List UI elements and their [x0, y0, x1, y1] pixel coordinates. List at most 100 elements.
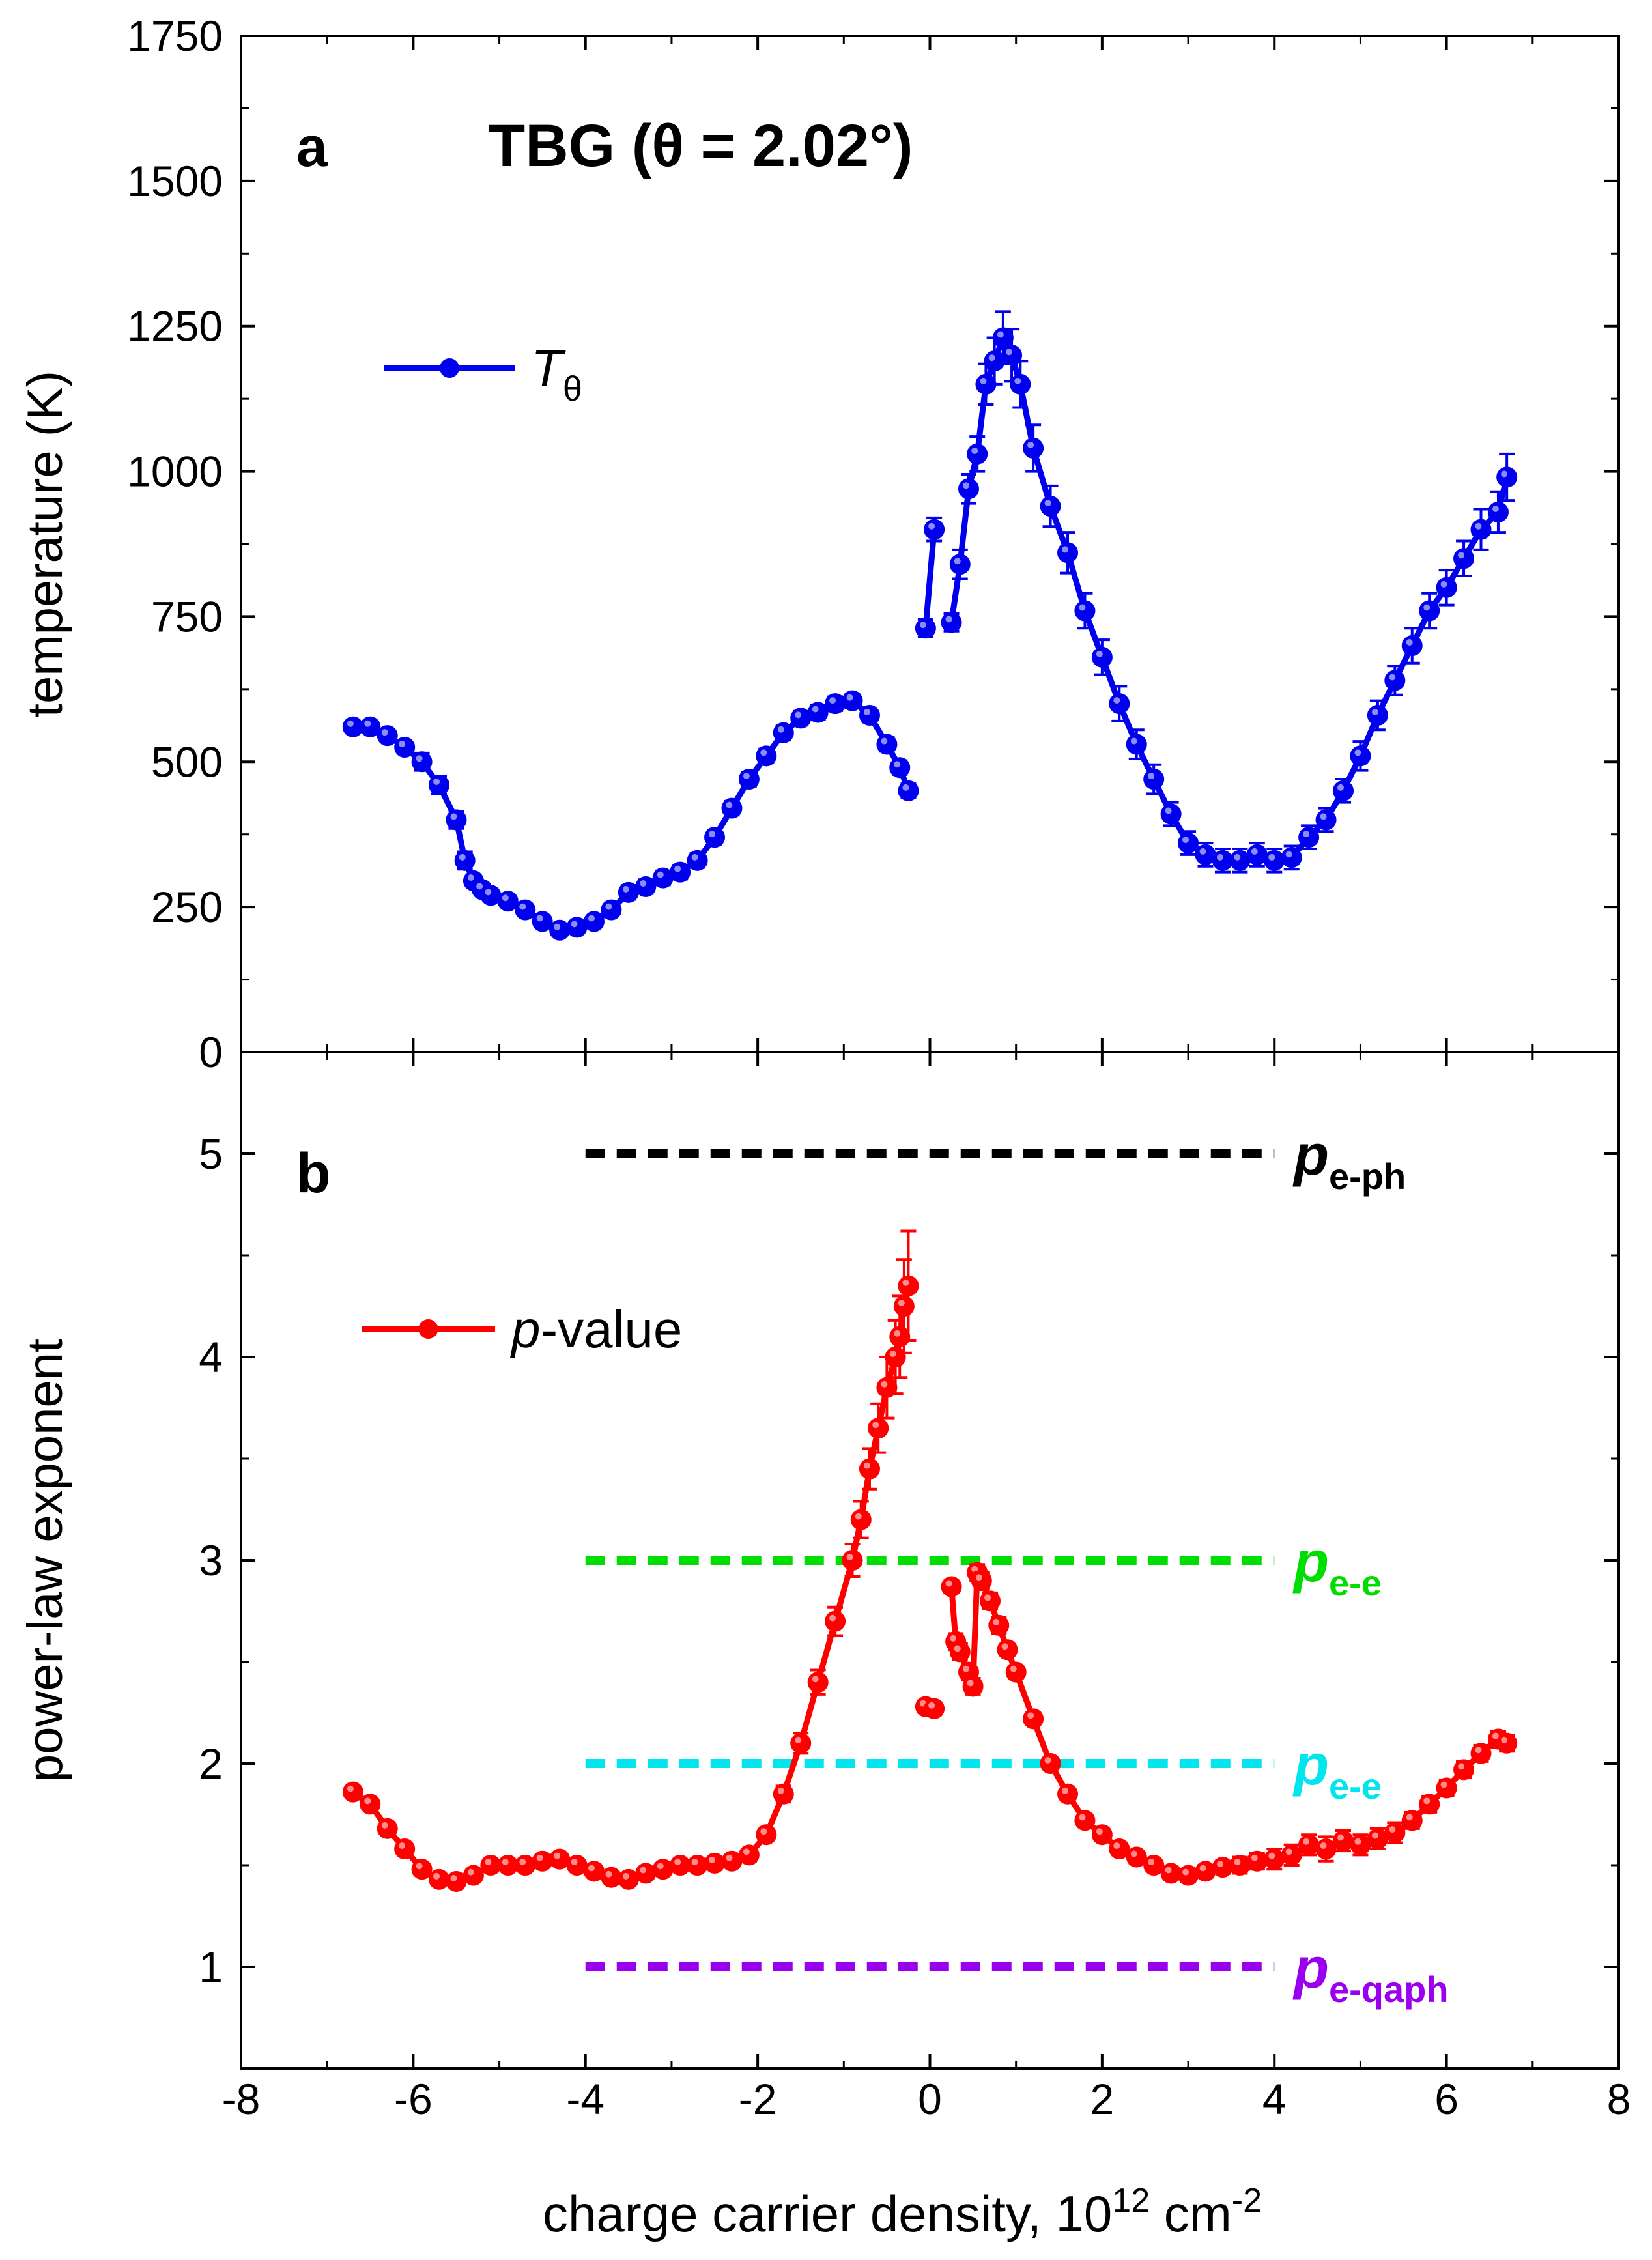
data-point-highlight-a	[777, 726, 784, 733]
data-point-a	[756, 745, 777, 767]
x-axis-label-mid: cm	[1150, 2185, 1232, 2242]
data-point-highlight-a	[709, 831, 716, 838]
panel-label-b: b	[296, 1142, 331, 1205]
chart-title: TBG (θ = 2.02°)	[489, 113, 913, 179]
data-point-a	[652, 867, 674, 889]
data-point-highlight-a	[571, 921, 578, 928]
data-point-a	[566, 917, 588, 938]
data-point-a	[454, 850, 476, 871]
data-point-highlight-a	[485, 889, 492, 896]
data-point-highlight-b	[889, 1351, 896, 1357]
data-point-a	[1057, 542, 1078, 564]
data-point-b	[1436, 1777, 1457, 1799]
data-point-highlight-b	[743, 1848, 750, 1855]
data-point-highlight-a	[962, 482, 969, 489]
reference-label-main: p	[1292, 1936, 1329, 2000]
data-point-highlight-a	[691, 853, 698, 861]
data-point-a	[915, 618, 936, 639]
data-point-b	[924, 1698, 945, 1719]
data-point-highlight-a	[1079, 604, 1086, 611]
data-point-highlight-b	[1337, 1834, 1344, 1841]
data-point-highlight-a	[605, 903, 612, 910]
data-point-highlight-b	[691, 1859, 698, 1865]
data-point-a	[1436, 577, 1457, 598]
y-tick-label-b: 5	[199, 1130, 223, 1178]
data-point-highlight-a	[743, 773, 750, 780]
data-point-highlight-b	[1044, 1757, 1051, 1764]
data-point-highlight-a	[1268, 853, 1275, 861]
data-point-highlight-a	[1303, 831, 1310, 838]
panel-label-a: a	[296, 116, 328, 179]
reference-label-sub: e-qaph	[1329, 1969, 1449, 2010]
data-point-b	[859, 1458, 880, 1480]
y-tick-label-a: 1750	[127, 12, 223, 60]
data-point-highlight-a	[928, 522, 935, 530]
legend-label-main: T	[531, 339, 566, 397]
data-point-a	[618, 881, 639, 903]
data-point-highlight-a	[997, 331, 1004, 338]
data-point-highlight-b	[1234, 1859, 1241, 1865]
data-point-highlight-b	[554, 1852, 561, 1859]
data-point-highlight-b	[433, 1872, 440, 1880]
data-point-b	[1143, 1855, 1165, 1876]
data-point-highlight-b	[975, 1574, 982, 1581]
data-point-highlight-a	[1354, 749, 1361, 756]
data-point-highlight-b	[1148, 1859, 1155, 1865]
x-tick-label: 0	[918, 2075, 942, 2123]
legend-marker-a	[440, 358, 459, 378]
data-point-b	[601, 1867, 622, 1888]
data-point-a	[480, 885, 502, 906]
data-point-a	[1333, 780, 1354, 801]
y-tick-label-a: 500	[151, 737, 223, 786]
legend-label-a: Tθ	[531, 339, 582, 408]
data-point-highlight-a	[988, 354, 995, 362]
data-point-a	[446, 809, 467, 831]
reference-label-e-e: pe-e	[1292, 1732, 1382, 1807]
data-point-a	[377, 725, 398, 747]
data-point-highlight-a	[1251, 848, 1258, 855]
data-point-highlight-b	[971, 1566, 978, 1573]
data-point-highlight-a	[502, 894, 509, 902]
data-point-highlight-b	[1475, 1747, 1482, 1754]
y-axis-label-a: temperature (K)	[18, 371, 73, 717]
data-point-b	[1074, 1810, 1096, 1831]
data-point-highlight-b	[726, 1854, 733, 1861]
data-point-a	[958, 478, 979, 500]
data-point-highlight-a	[1113, 697, 1120, 704]
data-point-highlight-b	[1062, 1787, 1068, 1794]
data-point-highlight-b	[519, 1859, 526, 1865]
legend-label-rest: -value	[541, 1300, 683, 1358]
x-axis-label-sup1: 12	[1112, 2182, 1150, 2220]
data-point-highlight-b	[364, 1797, 371, 1805]
data-point-b	[463, 1865, 484, 1886]
data-point-highlight-b	[855, 1513, 862, 1520]
data-point-a	[842, 690, 863, 711]
data-point-a	[429, 774, 450, 795]
data-point-highlight-b	[1354, 1838, 1361, 1845]
x-axis-label: charge carrier density, 1012 cm-2	[543, 2182, 1262, 2242]
data-point-a	[967, 443, 988, 465]
data-point-highlight-b	[954, 1645, 961, 1652]
data-point-b	[411, 1859, 433, 1880]
reference-label-sub: e-e	[1329, 1562, 1382, 1603]
x-tick-label: -8	[222, 2075, 261, 2123]
data-point-highlight-a	[1006, 349, 1013, 356]
y-tick-label-a: 0	[199, 1028, 223, 1076]
data-point-highlight-a	[980, 377, 987, 384]
plot-frame-a	[240, 35, 1620, 1053]
data-point-a	[773, 722, 794, 743]
data-point-highlight-b	[1113, 1842, 1120, 1850]
data-point-b	[1212, 1857, 1233, 1878]
data-point-highlight-a	[1501, 470, 1508, 478]
data-point-highlight-b	[760, 1828, 767, 1835]
data-point-a	[1367, 704, 1388, 726]
data-point-a	[1229, 850, 1251, 871]
data-point-highlight-a	[519, 903, 526, 910]
x-tick-label: 8	[1607, 2075, 1631, 2123]
data-point-highlight-b	[674, 1859, 681, 1865]
data-point-highlight-a	[1406, 639, 1413, 646]
legend-marker-b	[418, 1319, 438, 1339]
x-tick-label: -2	[739, 2075, 777, 2123]
data-point-highlight-a	[347, 720, 354, 727]
